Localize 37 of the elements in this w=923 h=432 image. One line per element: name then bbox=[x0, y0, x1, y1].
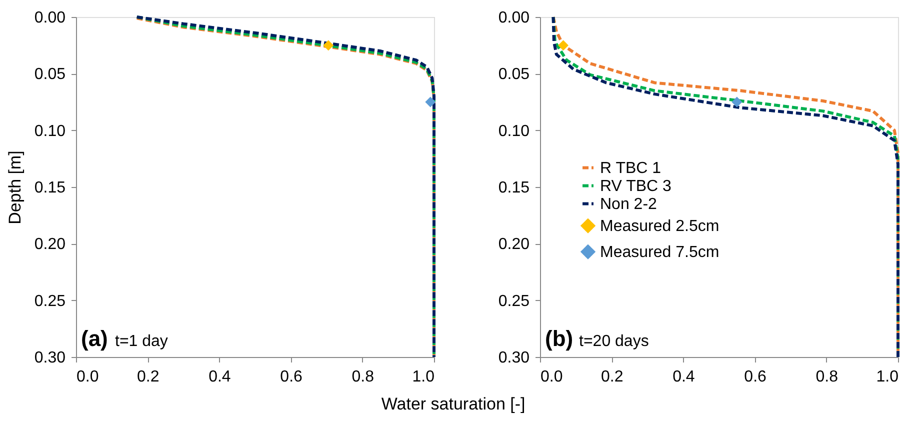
x-tick-label: 0.8 bbox=[352, 368, 374, 386]
y-tick-label: 0.15 bbox=[498, 180, 530, 196]
y-tick-label: 0.15 bbox=[34, 180, 66, 196]
annotation: (b) bbox=[545, 326, 574, 351]
x-tick-label: 0.6 bbox=[280, 368, 303, 386]
legend-label: RV TBC 3 bbox=[600, 178, 672, 195]
annotation: t=20 days bbox=[579, 333, 649, 350]
x-tick-label: 0.0 bbox=[76, 368, 99, 386]
x-tick-label: 0.2 bbox=[136, 368, 160, 386]
y-tick-label: 0.25 bbox=[34, 292, 66, 310]
y-tick-label: 0.00 bbox=[498, 10, 530, 26]
legend-label: Measured 2.5cm bbox=[600, 218, 720, 235]
y-tick-label: 0.10 bbox=[498, 122, 530, 140]
y-tick-label: 0.05 bbox=[498, 66, 530, 84]
y-tick-label: 0.10 bbox=[34, 122, 66, 140]
y-tick-label: 0.25 bbox=[498, 292, 530, 310]
y-tick-label: 0.05 bbox=[34, 66, 66, 84]
x-axis-title: Water saturation [-] bbox=[381, 394, 526, 414]
y-tick-label: 0.30 bbox=[498, 350, 530, 366]
x-tick-label: 0.6 bbox=[744, 368, 767, 386]
annotation: t=1 day bbox=[115, 333, 168, 350]
y-tick-label: 0.20 bbox=[498, 236, 530, 254]
annotation: (a) bbox=[81, 326, 108, 351]
x-tick-label: 0.4 bbox=[672, 368, 695, 386]
legend-label: Measured 7.5cm bbox=[600, 244, 720, 261]
y-tick-label: 0.30 bbox=[34, 350, 66, 366]
y-axis-title: Depth [m] bbox=[5, 150, 24, 224]
y-tick-label: 0.00 bbox=[34, 10, 66, 26]
y-tick-label: 0.20 bbox=[34, 236, 66, 254]
x-tick-label: 0.0 bbox=[540, 368, 563, 386]
x-tick-label: 1.0 bbox=[876, 368, 899, 386]
legend-label: R TBC 1 bbox=[600, 160, 662, 177]
x-tick-label: 0.2 bbox=[600, 368, 624, 386]
x-tick-label: 0.4 bbox=[208, 368, 231, 386]
x-tick-label: 1.0 bbox=[412, 368, 435, 386]
x-tick-label: 0.8 bbox=[816, 368, 838, 386]
legend-label: Non 2-2 bbox=[600, 196, 658, 213]
